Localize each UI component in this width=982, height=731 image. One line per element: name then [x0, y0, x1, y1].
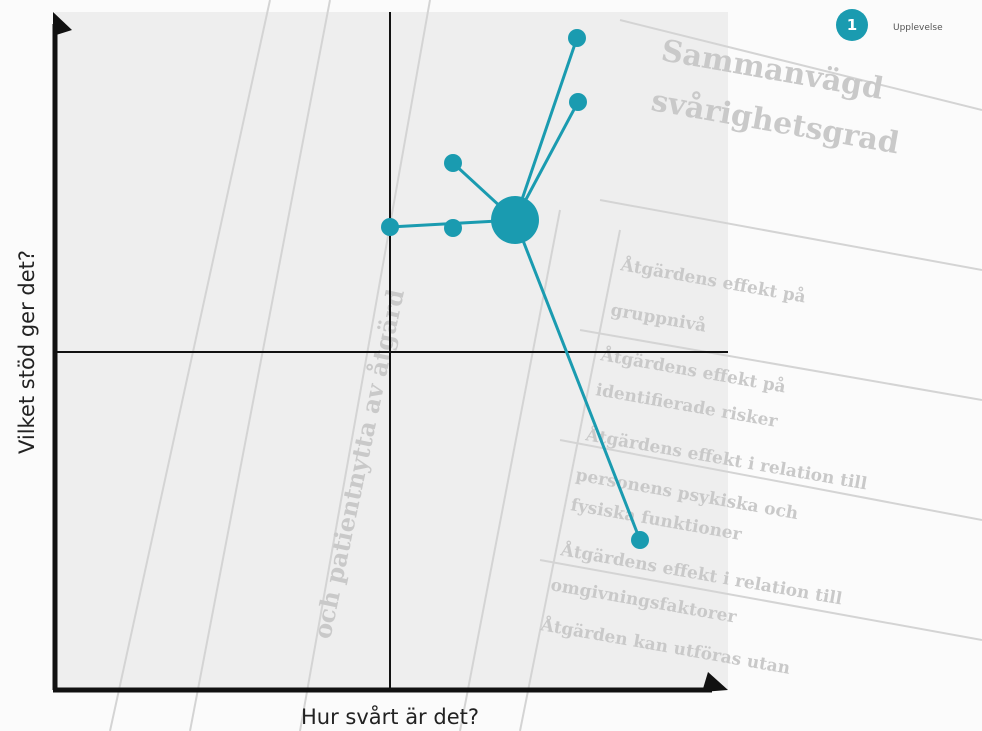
node — [631, 531, 649, 549]
hub-node — [491, 196, 539, 244]
spoke — [513, 37, 579, 221]
form-line — [189, 0, 331, 731]
form-line — [459, 209, 561, 731]
form-line — [519, 229, 621, 731]
form-line — [619, 19, 982, 111]
form-line — [559, 439, 982, 521]
y-arrow — [53, 12, 72, 36]
form-line — [579, 329, 982, 401]
node — [381, 218, 399, 236]
y-axis-label: Vilket stöd ger det? — [15, 250, 39, 454]
node — [444, 154, 462, 172]
form-line — [299, 0, 431, 731]
form-line — [599, 199, 982, 271]
node — [569, 93, 587, 111]
form-line — [109, 0, 271, 731]
x-arrow — [702, 672, 728, 692]
node — [568, 29, 586, 47]
legend-label: Upplevelse — [893, 23, 943, 33]
x-axis-label: Hur svårt är det? — [301, 704, 479, 729]
node — [444, 219, 462, 237]
form-line — [539, 559, 982, 641]
background-form — [109, 0, 982, 731]
spoke — [513, 219, 642, 541]
nodes — [381, 29, 649, 549]
legend-badge — [836, 9, 868, 41]
legend-badge-text: 1 — [847, 16, 857, 34]
